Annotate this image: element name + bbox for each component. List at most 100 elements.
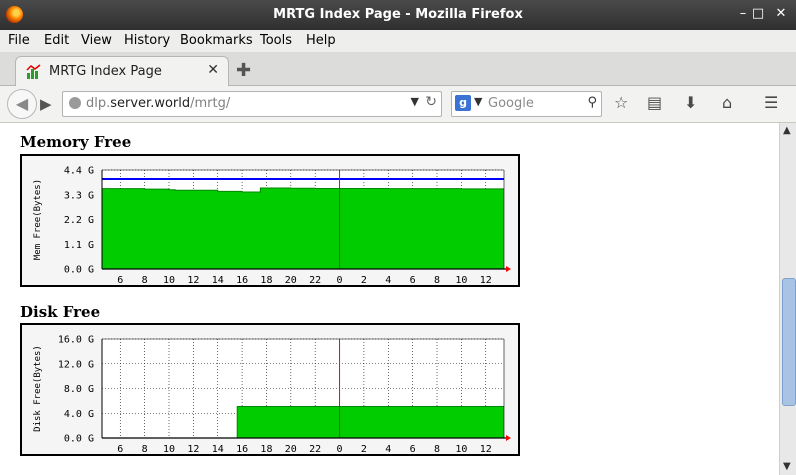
y-tick-label: 3.3 G — [64, 190, 94, 201]
close-window-button[interactable]: ✕ — [775, 6, 787, 21]
x-tick-label: 16 — [236, 275, 248, 286]
url-dropdown-icon[interactable]: ▼ — [410, 95, 419, 108]
search-box[interactable]: g ▼ Google ⚲ — [451, 91, 602, 117]
scroll-up-icon[interactable]: ▲ — [783, 125, 791, 136]
x-tick-label: 20 — [285, 444, 297, 455]
mrtg-favicon-icon — [26, 64, 41, 79]
x-tick-label: 10 — [163, 275, 175, 286]
window-title: MRTG Index Page - Mozilla Firefox — [273, 7, 523, 22]
maximize-button[interactable]: □ — [751, 6, 765, 21]
x-tick-label: 0 — [337, 275, 343, 286]
menu-bar: File Edit View History Bookmarks Tools H… — [0, 30, 796, 52]
url-bar[interactable]: dlp.server.world/mrtg/ ▼ ↻ — [62, 91, 442, 117]
x-tick-label: 8 — [142, 444, 148, 455]
x-tick-label: 20 — [285, 275, 297, 286]
disk-free-heading: Disk Free — [20, 303, 101, 321]
title-bar: MRTG Index Page - Mozilla Firefox – □ ✕ — [0, 0, 796, 30]
x-tick-label: 4 — [385, 444, 391, 455]
data-area — [102, 188, 504, 269]
x-tick-label: 6 — [117, 444, 123, 455]
menu-help[interactable]: Help — [306, 33, 336, 48]
search-placeholder: Google — [488, 96, 534, 111]
menu-history[interactable]: History — [124, 33, 171, 48]
y-tick-label: 0.0 G — [64, 434, 94, 445]
x-tick-label: 10 — [455, 275, 467, 286]
y-axis-title: Disk Free(Bytes) — [33, 345, 43, 432]
reading-list-icon[interactable]: ▤ — [647, 93, 663, 112]
navigation-bar: ◀ ▶ dlp.server.world/mrtg/ ▼ ↻ g ▼ Googl… — [0, 86, 796, 123]
menu-view[interactable]: View — [81, 33, 112, 48]
x-tick-label: 12 — [187, 275, 199, 286]
x-tick-label: 12 — [480, 444, 492, 455]
scroll-down-icon[interactable]: ▼ — [783, 461, 791, 472]
x-tick-label: 10 — [163, 444, 175, 455]
x-tick-label: 2 — [361, 275, 367, 286]
firefox-logo-icon — [6, 6, 23, 23]
x-axis-arrow — [506, 266, 511, 272]
x-tick-label: 8 — [142, 275, 148, 286]
back-button[interactable]: ◀ — [7, 89, 37, 119]
x-tick-label: 18 — [260, 444, 272, 455]
y-axis-title: Mem Free(Bytes) — [33, 179, 43, 260]
x-tick-label: 6 — [117, 275, 123, 286]
url-text[interactable]: dlp.server.world/mrtg/ — [86, 96, 230, 111]
x-tick-label: 8 — [434, 444, 440, 455]
download-icon[interactable]: ⬇ — [684, 93, 698, 112]
disk-free-graph: 16.0 G 12.0 G 8.0 G 4.0 G 0.0 G 6 8 10 12 14 16 18 2… — [20, 323, 520, 456]
memory-free-chart: 4.4 G3.3 G2.2 G1.1 G0.0 G6 8 10 12 14 16 18 20 2… — [33, 166, 511, 286]
memory-free-graph: 4.4 G 3.3 G 2.2 G 1.1 G 0.0 G 6 8 10 12 14 16 18 20 2… — [20, 154, 520, 287]
disk-free-chart: 16.0 G 12.0 G 8.0 G 4.0 G 0.0 G 6 8 10 12 14 16 18 2… — [33, 335, 511, 455]
tab-strip: MRTG Index Page ✕ ✚ — [0, 52, 796, 86]
memory-free-heading: Memory Free — [20, 133, 132, 151]
binoculars-icon[interactable]: ⚲ — [587, 95, 597, 110]
reload-icon[interactable]: ↻ — [425, 94, 437, 110]
data-area-edge — [102, 187, 504, 193]
bookmark-star-icon[interactable]: ☆ — [614, 93, 629, 112]
tab-title: MRTG Index Page — [49, 64, 162, 79]
x-tick-label: 14 — [212, 444, 224, 455]
x-tick-label: 6 — [410, 444, 416, 455]
menu-file[interactable]: File — [8, 33, 30, 48]
url-prefix: dlp. — [86, 96, 111, 111]
x-tick-label: 4 — [385, 275, 391, 286]
forward-button[interactable]: ▶ — [40, 95, 52, 113]
url-host: server.world — [110, 96, 191, 111]
y-tick-label: 0.0 G — [64, 265, 94, 276]
data-area — [102, 406, 504, 438]
y-tick-label: 8.0 G — [64, 384, 94, 395]
menu-hamburger-icon[interactable]: ☰ — [764, 93, 779, 112]
globe-icon — [69, 97, 81, 109]
y-tick-label: 4.4 G — [64, 166, 94, 177]
x-tick-label: 2 — [361, 444, 367, 455]
menu-edit[interactable]: Edit — [44, 33, 70, 48]
x-tick-label: 12 — [187, 444, 199, 455]
x-tick-label: 6 — [410, 275, 416, 286]
x-axis-arrow — [506, 435, 511, 441]
menu-bookmarks[interactable]: Bookmarks — [180, 33, 253, 48]
x-tick-label: 0 — [337, 444, 343, 455]
vertical-scrollbar[interactable]: ▲ ▼ — [779, 123, 796, 475]
x-tick-label: 10 — [455, 444, 467, 455]
scrollbar-thumb[interactable] — [782, 278, 796, 406]
menu-tools[interactable]: Tools — [260, 33, 293, 48]
x-tick-label: 14 — [212, 275, 224, 286]
x-tick-label: 18 — [260, 275, 272, 286]
search-engine-dropdown-icon[interactable]: ▼ — [474, 95, 483, 108]
tab-close-icon[interactable]: ✕ — [207, 62, 219, 78]
home-icon[interactable]: ⌂ — [722, 93, 733, 112]
x-tick-label: 8 — [434, 275, 440, 286]
y-tick-label: 4.0 G — [64, 409, 94, 420]
y-tick-label: 16.0 G — [58, 335, 94, 346]
google-engine-icon[interactable]: g — [455, 95, 471, 111]
new-tab-icon[interactable]: ✚ — [236, 60, 252, 81]
tab-mrtg[interactable]: MRTG Index Page ✕ — [15, 56, 229, 86]
minimize-button[interactable]: – — [739, 6, 747, 21]
y-tick-label: 1.1 G — [64, 240, 94, 251]
x-tick-label: 22 — [309, 275, 321, 286]
y-tick-label: 12.0 G — [58, 359, 94, 370]
x-tick-label: 16 — [236, 444, 248, 455]
url-path: /mrtg/ — [190, 96, 231, 111]
x-tick-label: 22 — [309, 444, 321, 455]
y-tick-label: 2.2 G — [64, 215, 94, 226]
